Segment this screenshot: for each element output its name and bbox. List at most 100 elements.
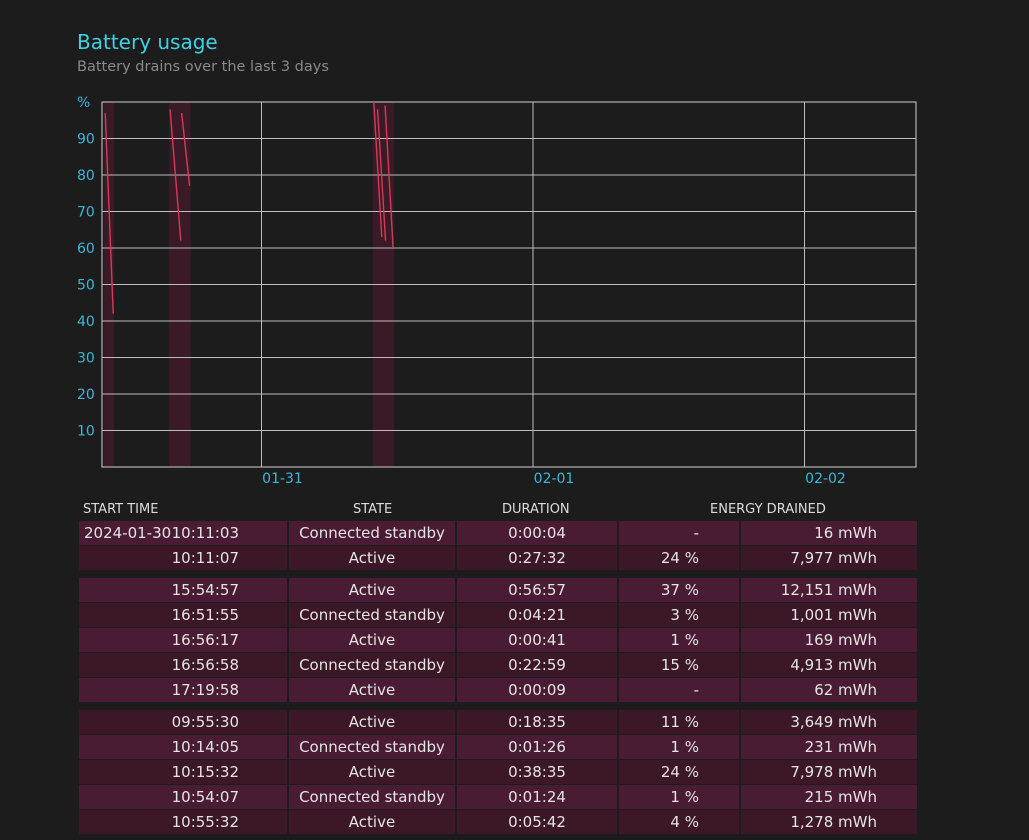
- start-time-cell: 16:56:58: [79, 653, 287, 677]
- percent-drained-cell: -: [619, 521, 739, 545]
- drain-line: [104, 112, 114, 314]
- duration-cell: 0:00:09: [457, 678, 617, 702]
- energy-drained-cell: 169 mWh: [741, 628, 917, 652]
- duration-cell: 0:00:41: [457, 628, 617, 652]
- battery-usage-chart: % 90 80 70 60 50 40 30 20 10 01-31 02-01 02-02: [77, 95, 917, 487]
- state-cell: Active: [289, 760, 455, 784]
- start-time-cell: 10:55:32: [79, 810, 287, 834]
- energy-drained-cell: 7,978 mWh: [741, 760, 917, 784]
- state-cell: Connected standby: [289, 603, 455, 627]
- start-time-cell: 09:55:30: [79, 710, 287, 734]
- y-tick-label: 80: [77, 168, 95, 184]
- y-tick-label: 90: [77, 132, 95, 148]
- start-time: 10:55:32: [171, 813, 239, 831]
- energy-drained-cell: 4,913 mWh: [741, 653, 917, 677]
- start-time: 10:11:03: [171, 524, 239, 542]
- x-tick-label: 01-31: [262, 471, 303, 487]
- table-row: 17:19:58 Active 0:00:09-62 mWh: [0, 678, 1029, 702]
- state-cell: Active: [289, 578, 455, 602]
- energy-drained-cell: 3,649 mWh: [741, 710, 917, 734]
- table-row: 09:55:30 Active 0:18:35 11 % 3,649 mWh: [0, 710, 1029, 734]
- percent-drained-cell: 1 %: [619, 785, 739, 809]
- percent-drained-cell: 3 %: [619, 603, 739, 627]
- y-tick-label: 60: [77, 241, 95, 257]
- column-header-duration: DURATION: [502, 502, 570, 517]
- start-time-cell: 10:14:05: [79, 735, 287, 759]
- duration-cell: 0:22:59: [457, 653, 617, 677]
- table-row: 10:14:05 Connected standby 0:01:26 1 % 231 m…: [0, 735, 1029, 759]
- duration-cell: 0:27:32: [457, 546, 617, 570]
- drain-line: [169, 109, 182, 241]
- table-row: 15:54:57 Active 0:56:57 37 % 12,151 mWh: [0, 578, 1029, 602]
- state-cell: Active: [289, 678, 455, 702]
- percent-drained-cell: 37 %: [619, 578, 739, 602]
- start-time: 15:54:57: [171, 581, 239, 599]
- y-tick-label: 30: [77, 351, 95, 367]
- drain-line: [376, 109, 387, 241]
- energy-drained-cell: 12,151 mWh: [741, 578, 917, 602]
- start-time-cell: 16:51:55: [79, 603, 287, 627]
- table-row: 10:55:32 Active 0:05:42 4 % 1,278 mWh: [0, 810, 1029, 834]
- y-tick-label: 40: [77, 314, 95, 330]
- start-time: 17:19:58: [171, 681, 239, 699]
- y-axis-unit-label: %: [77, 95, 90, 111]
- start-time-cell: 15:54:57: [79, 578, 287, 602]
- percent-drained-cell: 4 %: [619, 810, 739, 834]
- duration-cell: 0:05:42: [457, 810, 617, 834]
- table-row: 10:54:07 Connected standby 0:01:24 1 % 215 m…: [0, 785, 1029, 809]
- y-tick-label: 50: [77, 278, 95, 294]
- duration-cell: 0:01:24: [457, 785, 617, 809]
- state-cell: Connected standby: [289, 735, 455, 759]
- state-cell: Connected standby: [289, 521, 455, 545]
- column-header-start-time: START TIME: [83, 502, 159, 517]
- start-time-cell: 17:19:58: [79, 678, 287, 702]
- drain-line: [384, 105, 394, 249]
- y-tick-label: 70: [77, 205, 95, 221]
- state-cell: Active: [289, 546, 455, 570]
- start-time: 10:15:32: [171, 763, 239, 781]
- y-tick-label: 20: [77, 387, 95, 403]
- table-row: 16:56:58 Connected standby 0:22:59 15 % 4,91…: [0, 653, 1029, 677]
- state-cell: Connected standby: [289, 785, 455, 809]
- start-time-cell: 10:54:07: [79, 785, 287, 809]
- y-tick-label: 10: [77, 424, 95, 440]
- percent-drained-cell: 15 %: [619, 653, 739, 677]
- state-cell: Active: [289, 710, 455, 734]
- table-row: 16:51:55 Connected standby 0:04:21 3 % 1,001…: [0, 603, 1029, 627]
- x-tick-label: 02-01: [534, 471, 575, 487]
- table-row: 10:15:32 Active 0:38:35 24 % 7,978 mWh: [0, 760, 1029, 784]
- percent-drained-cell: 11 %: [619, 710, 739, 734]
- energy-drained-cell: 62 mWh: [741, 678, 917, 702]
- duration-cell: 0:04:21: [457, 603, 617, 627]
- start-time: 16:51:55: [171, 606, 239, 624]
- state-cell: Active: [289, 810, 455, 834]
- x-tick-label: 02-02: [805, 471, 846, 487]
- drain-line: [180, 112, 191, 187]
- energy-drained-cell: 215 mWh: [741, 785, 917, 809]
- start-time: 10:11:07: [171, 549, 239, 567]
- state-cell: Connected standby: [289, 653, 455, 677]
- table-row: 16:56:17 Active 0:00:41 1 % 169 mWh: [0, 628, 1029, 652]
- start-time: 10:14:05: [171, 738, 239, 756]
- table-row: 2024-01-30 10:11:03 Connected standby 0:00:…: [0, 521, 1029, 545]
- duration-cell: 0:00:04: [457, 521, 617, 545]
- percent-drained-cell: 1 %: [619, 735, 739, 759]
- energy-drained-cell: 1,001 mWh: [741, 603, 917, 627]
- energy-drained-cell: 1,278 mWh: [741, 810, 917, 834]
- duration-cell: 0:01:26: [457, 735, 617, 759]
- duration-cell: 0:56:57: [457, 578, 617, 602]
- start-time: 09:55:30: [171, 713, 239, 731]
- start-time-cell: 16:56:17: [79, 628, 287, 652]
- page-subtitle: Battery drains over the last 3 days: [77, 59, 329, 75]
- state-cell: Active: [289, 628, 455, 652]
- drain-line: [373, 101, 383, 238]
- percent-drained-cell: 24 %: [619, 546, 739, 570]
- energy-drained-cell: 16 mWh: [741, 521, 917, 545]
- energy-drained-cell: 231 mWh: [741, 735, 917, 759]
- column-header-energy-drained: ENERGY DRAINED: [710, 502, 826, 517]
- start-time-cell: 2024-01-30 10:11:03: [79, 521, 287, 545]
- percent-drained-cell: 1 %: [619, 628, 739, 652]
- percent-drained-cell: -: [619, 678, 739, 702]
- table-row: 10:11:07 Active 0:27:32 24 % 7,977 mWh: [0, 546, 1029, 570]
- start-time-cell: 10:15:32: [79, 760, 287, 784]
